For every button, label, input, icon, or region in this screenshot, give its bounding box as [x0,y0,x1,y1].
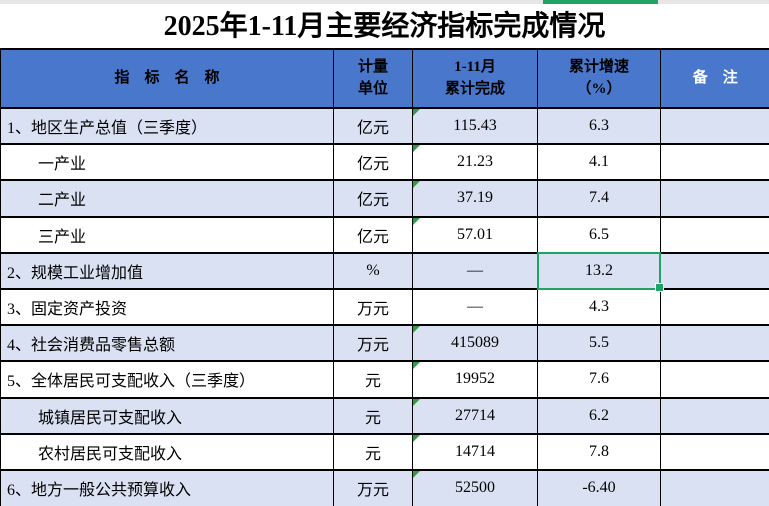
indicator-name-cell[interactable]: 1、地区生产总值（三季度） [1,108,334,144]
unit-cell[interactable]: 亿元 [334,108,413,144]
value-cell[interactable]: 27714 [413,398,538,434]
growth-cell[interactable]: 6.3 [538,108,661,144]
text-number-flag-icon [413,145,420,152]
note-cell[interactable] [661,398,769,434]
indicator-name-cell[interactable]: 城镇居民可支配收入 [1,398,334,434]
col-header-remarks[interactable]: 备 注 [661,49,769,108]
growth-cell[interactable]: 4.3 [538,289,661,325]
text-number-flag-icon [413,181,420,188]
note-cell[interactable] [661,361,769,397]
note-cell[interactable] [661,144,769,180]
col-header-growth-rate[interactable]: 累计增速 （%） [538,49,661,108]
table-row: 4、社会消费品零售总额 万元 415089 5.5 [1,325,769,361]
table-row: 农村居民可支配收入 元 14714 7.8 [1,434,769,470]
text-number-flag-icon [413,218,420,225]
value-cell[interactable]: 52500 [413,470,538,506]
indicator-name-cell[interactable]: 农村居民可支配收入 [1,434,334,470]
note-cell[interactable] [661,325,769,361]
indicators-table: 指 标 名 称 计量 单位 1-11月 累计完成 累计增速 （%） 备 注 1、… [0,48,769,506]
note-cell[interactable] [661,180,769,216]
table-body: 1、地区生产总值（三季度） 亿元 115.43 6.3 一产业 亿元 21.23… [1,108,769,506]
unit-cell[interactable]: 万元 [334,470,413,506]
value-cell[interactable]: 37.19 [413,180,538,216]
table-row: 二产业 亿元 37.19 7.4 [1,180,769,216]
table-row: 1、地区生产总值（三季度） 亿元 115.43 6.3 [1,108,769,144]
note-cell[interactable] [661,434,769,470]
column-header-edge [0,0,769,4]
sheet-title-cell[interactable]: 2025年1-11月主要经济指标完成情况 [0,4,769,48]
text-number-flag-icon [413,362,420,369]
table-row: 6、地方一般公共预算收入 万元 52500 -6.40 [1,470,769,506]
unit-cell[interactable]: 亿元 [334,144,413,180]
indicator-name-cell[interactable]: 二产业 [1,180,334,216]
indicator-name-cell[interactable]: 3、固定资产投资 [1,289,334,325]
growth-cell[interactable]: 7.8 [538,434,661,470]
growth-cell[interactable]: 6.5 [538,217,661,253]
text-number-flag-icon [413,435,420,442]
table-row: 城镇居民可支配收入 元 27714 6.2 [1,398,769,434]
unit-cell[interactable]: 元 [334,398,413,434]
growth-cell[interactable]: 4.1 [538,144,661,180]
table-row: 一产业 亿元 21.23 4.1 [1,144,769,180]
unit-cell[interactable]: 元 [334,361,413,397]
indicator-name-cell[interactable]: 2、规模工业增加值 [1,253,334,289]
value-cell[interactable]: 21.23 [413,144,538,180]
indicator-name-cell[interactable]: 5、全体居民可支配收入（三季度） [1,361,334,397]
value-cell[interactable]: 115.43 [413,108,538,144]
growth-cell[interactable]: 7.6 [538,361,661,397]
growth-cell[interactable]: 13.2 [538,253,661,289]
note-cell[interactable] [661,217,769,253]
value-cell[interactable]: 415089 [413,325,538,361]
unit-cell[interactable]: 万元 [334,289,413,325]
value-cell[interactable]: — [413,289,538,325]
growth-cell[interactable]: 6.2 [538,398,661,434]
text-number-flag-icon [413,109,420,116]
indicator-name-cell[interactable]: 4、社会消费品零售总额 [1,325,334,361]
value-cell[interactable]: 19952 [413,361,538,397]
unit-cell[interactable]: 元 [334,434,413,470]
table-row: 2、规模工业增加值 % — 13.2 [1,253,769,289]
growth-cell[interactable]: -6.40 [538,470,661,506]
text-number-flag-icon [413,471,420,478]
unit-cell[interactable]: 万元 [334,325,413,361]
note-cell[interactable] [661,253,769,289]
unit-cell[interactable]: % [334,253,413,289]
note-cell[interactable] [661,289,769,325]
table-row: 3、固定资产投资 万元 — 4.3 [1,289,769,325]
table-row: 5、全体居民可支配收入（三季度） 元 19952 7.6 [1,361,769,397]
indicator-name-cell[interactable]: 6、地方一般公共预算收入 [1,470,334,506]
text-number-flag-icon [413,399,420,406]
value-cell[interactable]: 57.01 [413,217,538,253]
col-header-unit[interactable]: 计量 单位 [334,49,413,108]
unit-cell[interactable]: 亿元 [334,180,413,216]
growth-cell[interactable]: 5.5 [538,325,661,361]
fill-handle[interactable] [655,283,664,292]
text-number-flag-icon [413,326,420,333]
selected-column-indicator [543,0,658,4]
col-header-cumulative-value[interactable]: 1-11月 累计完成 [413,49,538,108]
note-cell[interactable] [661,470,769,506]
indicator-name-cell[interactable]: 一产业 [1,144,334,180]
value-cell[interactable]: — [413,253,538,289]
indicator-name-cell[interactable]: 三产业 [1,217,334,253]
table-row: 三产业 亿元 57.01 6.5 [1,217,769,253]
table-header-row: 指 标 名 称 计量 单位 1-11月 累计完成 累计增速 （%） 备 注 [1,49,769,108]
growth-cell[interactable]: 7.4 [538,180,661,216]
col-header-indicator-name[interactable]: 指 标 名 称 [1,49,334,108]
note-cell[interactable] [661,108,769,144]
value-cell[interactable]: 14714 [413,434,538,470]
unit-cell[interactable]: 亿元 [334,217,413,253]
